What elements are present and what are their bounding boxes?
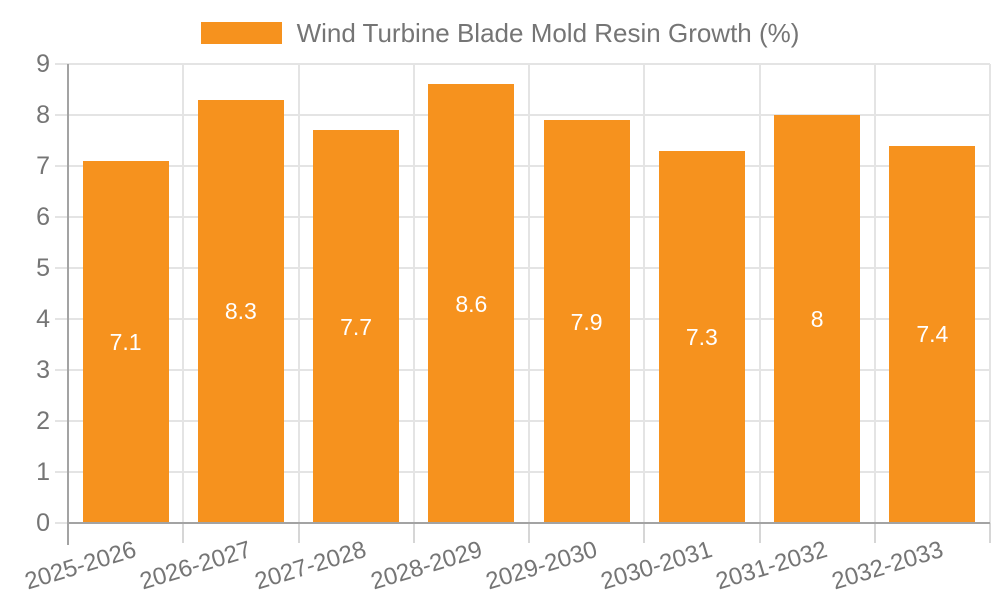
y-axis-tick-label: 8 <box>36 101 50 129</box>
x-axis-tick <box>182 523 185 543</box>
x-gridline <box>873 64 876 523</box>
x-gridline <box>643 64 646 523</box>
x-axis-category-label: 2026-2027 <box>136 536 255 596</box>
y-axis-tick-label: 9 <box>36 50 50 78</box>
x-gridline <box>989 64 991 523</box>
bar[interactable] <box>313 130 400 523</box>
y-gridline <box>55 216 990 218</box>
y-gridline <box>55 318 990 320</box>
x-axis-line <box>68 522 990 524</box>
y-axis-line <box>67 64 69 545</box>
y-gridline <box>55 267 990 269</box>
x-gridline <box>297 64 300 523</box>
x-axis-category-label: 2031-2032 <box>713 536 831 596</box>
y-axis-tick-label: 2 <box>36 407 50 435</box>
legend[interactable]: Wind Turbine Blade Mold Resin Growth (%) <box>0 18 1000 48</box>
bar[interactable] <box>658 150 745 523</box>
bar[interactable] <box>774 115 861 523</box>
x-axis-category-label: 2028-2029 <box>367 536 485 596</box>
legend-swatch <box>200 22 282 44</box>
x-axis-category-label: 2032-2033 <box>828 536 946 596</box>
x-axis-tick <box>412 523 415 543</box>
bar[interactable] <box>889 145 976 523</box>
x-axis-tick <box>758 523 761 543</box>
y-axis-tick-label: 1 <box>36 458 50 486</box>
y-axis-tick-label: 6 <box>36 203 50 231</box>
x-gridline <box>412 64 415 523</box>
y-gridline <box>55 369 990 371</box>
x-gridline <box>528 64 530 523</box>
y-gridline <box>55 114 990 116</box>
bar[interactable] <box>82 160 169 523</box>
x-axis-category-label: 2027-2028 <box>252 536 370 596</box>
y-axis-tick-label: 0 <box>36 509 50 537</box>
x-axis-tick <box>528 523 530 543</box>
x-axis-tick <box>643 523 646 543</box>
y-gridline <box>55 165 990 167</box>
bar[interactable] <box>543 120 630 523</box>
bar[interactable] <box>428 84 515 523</box>
bar[interactable] <box>197 99 284 523</box>
x-axis-tick <box>873 523 876 543</box>
x-axis-category-label: 2030-2031 <box>597 536 716 596</box>
x-gridline <box>758 64 761 523</box>
x-gridline <box>182 64 185 523</box>
y-gridline <box>55 420 990 422</box>
y-axis-tick-label: 3 <box>36 356 50 384</box>
y-gridline <box>55 471 990 473</box>
x-axis-category-label: 2029-2030 <box>482 536 601 596</box>
x-axis-tick <box>297 523 300 543</box>
legend-label: Wind Turbine Blade Mold Resin Growth (%) <box>296 17 800 48</box>
y-axis-tick-label: 4 <box>36 305 50 333</box>
y-gridline <box>55 63 990 65</box>
x-axis-category-label: 2025-2026 <box>21 536 140 596</box>
y-axis-tick-label: 5 <box>36 254 50 282</box>
x-axis-tick <box>989 523 991 543</box>
y-axis-tick-label: 7 <box>36 152 50 180</box>
